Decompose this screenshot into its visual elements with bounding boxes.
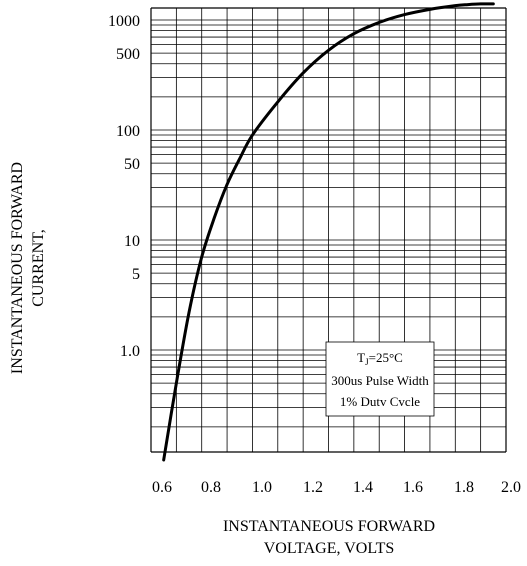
annotation-box: TJ=25°C 300us Pulse Width 1% Dutv Cvcle	[325, 341, 435, 417]
y-tick-label: 100	[116, 123, 140, 140]
grid-layer	[150, 7, 507, 453]
y-tick-label: 1.0	[120, 343, 140, 360]
x-tick-label: 2.0	[501, 479, 521, 496]
y-axis-title-line: INSTANTANEOUS FORWARD	[9, 162, 26, 374]
axis-titles: INSTANTANEOUS FORWARD VOLTAGE, VOLTS INSTA…	[9, 162, 435, 557]
annotation-duty-cycle: 1% Dutv Cvcle	[340, 394, 420, 409]
x-tick-label: 0.6	[152, 479, 172, 496]
x-tick-label: 1.6	[403, 479, 423, 496]
y-axis-title-line: CURRENT,	[30, 229, 47, 306]
y-tick-label: 500	[116, 46, 140, 63]
x-tick-labels: 0.6 0.8 1.0 1.2 1.4 1.6 1.8 2.0	[152, 479, 521, 496]
annotation-j-subscript: J	[365, 357, 369, 367]
y-tick-label: 10	[124, 233, 140, 250]
annotation-junction-temp: TJ=25°C	[357, 350, 403, 367]
curve-layer	[162, 2, 495, 462]
x-axis-title-line: INSTANTANEOUS FORWARD	[223, 518, 435, 535]
forward-current-curve	[162, 2, 495, 462]
annotation-temp-value: =25°C	[369, 350, 403, 365]
x-tick-label: 0.8	[201, 479, 221, 496]
x-tick-label: 1.2	[303, 479, 323, 496]
x-tick-label: 1.4	[353, 479, 373, 496]
annotation-box-frame	[325, 341, 435, 417]
annotation-pulse-width: 300us Pulse Width	[331, 373, 429, 388]
y-tick-label: 5	[132, 266, 140, 283]
y-tick-label: 50	[124, 156, 140, 173]
y-tick-labels: 1.0 5 10 50 100 500 1000	[108, 13, 140, 360]
y-tick-label: 1000	[108, 13, 140, 30]
x-axis-title-line: VOLTAGE, VOLTS	[264, 540, 395, 557]
annotation-t-symbol: T	[357, 350, 365, 365]
x-tick-label: 1.0	[252, 479, 272, 496]
x-tick-label: 1.8	[454, 479, 474, 496]
